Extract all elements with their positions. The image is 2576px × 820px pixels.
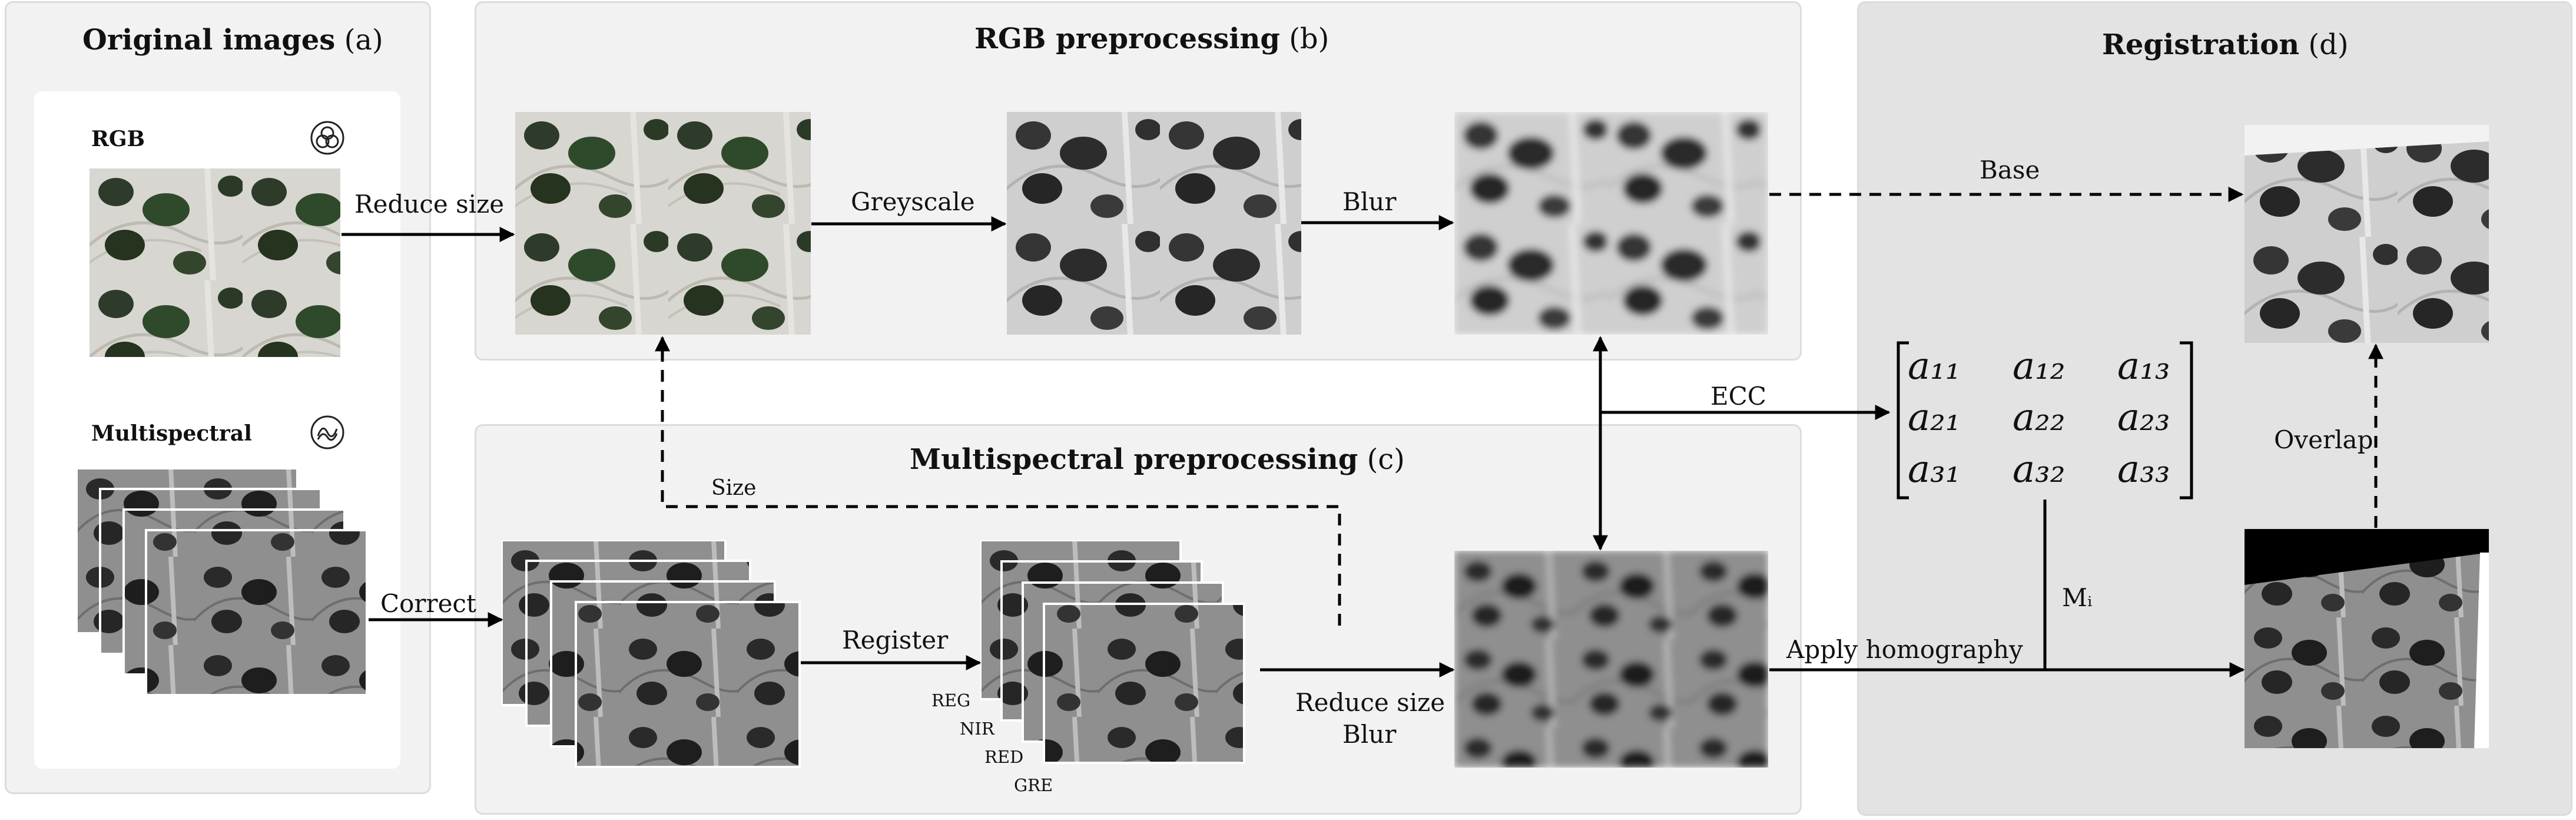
label-correct: Correct xyxy=(380,589,476,618)
arrow-size xyxy=(655,336,1341,626)
label-reduce-size: Reduce size xyxy=(354,190,505,219)
matrix-left-bracket xyxy=(1897,341,1909,500)
band-label: NIR xyxy=(960,719,994,739)
rgb-greyscale-image xyxy=(1007,112,1301,335)
title-original-text: Original images xyxy=(82,24,336,57)
rgb-input-label: RGB xyxy=(91,127,145,151)
title-multi-text: Multispectral preprocessing xyxy=(910,443,1358,476)
title-multi: Multispectral preprocessing (c) xyxy=(910,443,1405,476)
title-registration: Registration (d) xyxy=(2102,28,2349,61)
matrix-cell: a₁₂ xyxy=(2013,345,2066,388)
label-apply-homography: Apply homography xyxy=(1786,635,2023,664)
multispectral-spectrum-icon xyxy=(310,415,344,449)
band-label: RED xyxy=(984,747,1024,767)
title-rgb: RGB preprocessing (b) xyxy=(974,22,1329,55)
matrix-cell: a₃₃ xyxy=(2117,448,2170,491)
rgb-reduced-image xyxy=(515,112,811,335)
title-multi-tag: (c) xyxy=(1367,443,1405,476)
matrix-cell: a₂₃ xyxy=(2117,396,2170,439)
multispectral-corrected-stack xyxy=(502,540,801,768)
label-reduce-size-blur-1: Reduce size xyxy=(1295,688,1446,717)
rgb-blur-image xyxy=(1454,112,1768,335)
label-overlap: Overlap xyxy=(2274,425,2373,454)
matrix-cell: a₁₁ xyxy=(1908,345,1961,388)
registered-base-image xyxy=(2245,125,2489,343)
matrix-cell: a₃₁ xyxy=(1908,448,1961,491)
matrix-right-bracket xyxy=(2180,341,2193,500)
label-size: Size xyxy=(711,476,757,500)
label-ecc: ECC xyxy=(1710,382,1766,411)
band-label: GRE xyxy=(1014,775,1053,795)
title-original-tag: (a) xyxy=(344,24,383,57)
title-registration-tag: (d) xyxy=(2308,28,2349,61)
matrix-cell: a₂₁ xyxy=(1908,396,1961,439)
label-greyscale: Greyscale xyxy=(851,187,975,216)
label-base: Base xyxy=(1980,156,2040,184)
title-rgb-text: RGB preprocessing xyxy=(974,22,1280,55)
label-mi: Mᵢ xyxy=(2062,583,2093,612)
matrix-cell: a₁₃ xyxy=(2117,345,2170,388)
matrix-cell: a₃₂ xyxy=(2013,448,2066,491)
label-register: Register xyxy=(842,626,949,654)
multispectral-registered-stack xyxy=(980,540,1245,764)
band-label: REG xyxy=(931,690,971,710)
multispectral-input-label: Multispectral xyxy=(91,421,252,446)
title-rgb-tag: (b) xyxy=(1289,22,1330,55)
rgb-channels-icon xyxy=(310,121,344,155)
matrix-cell: a₂₂ xyxy=(2013,396,2066,439)
multispectral-stack-original xyxy=(77,468,368,696)
label-reduce-size-blur-2: Blur xyxy=(1342,720,1397,749)
warped-multispectral-image xyxy=(2245,529,2489,748)
title-original: Original images (a) xyxy=(82,24,383,57)
multispectral-blur-image xyxy=(1454,551,1768,768)
label-blur: Blur xyxy=(1342,187,1397,216)
rgb-original-image xyxy=(89,168,340,357)
title-registration-text: Registration xyxy=(2102,28,2300,61)
